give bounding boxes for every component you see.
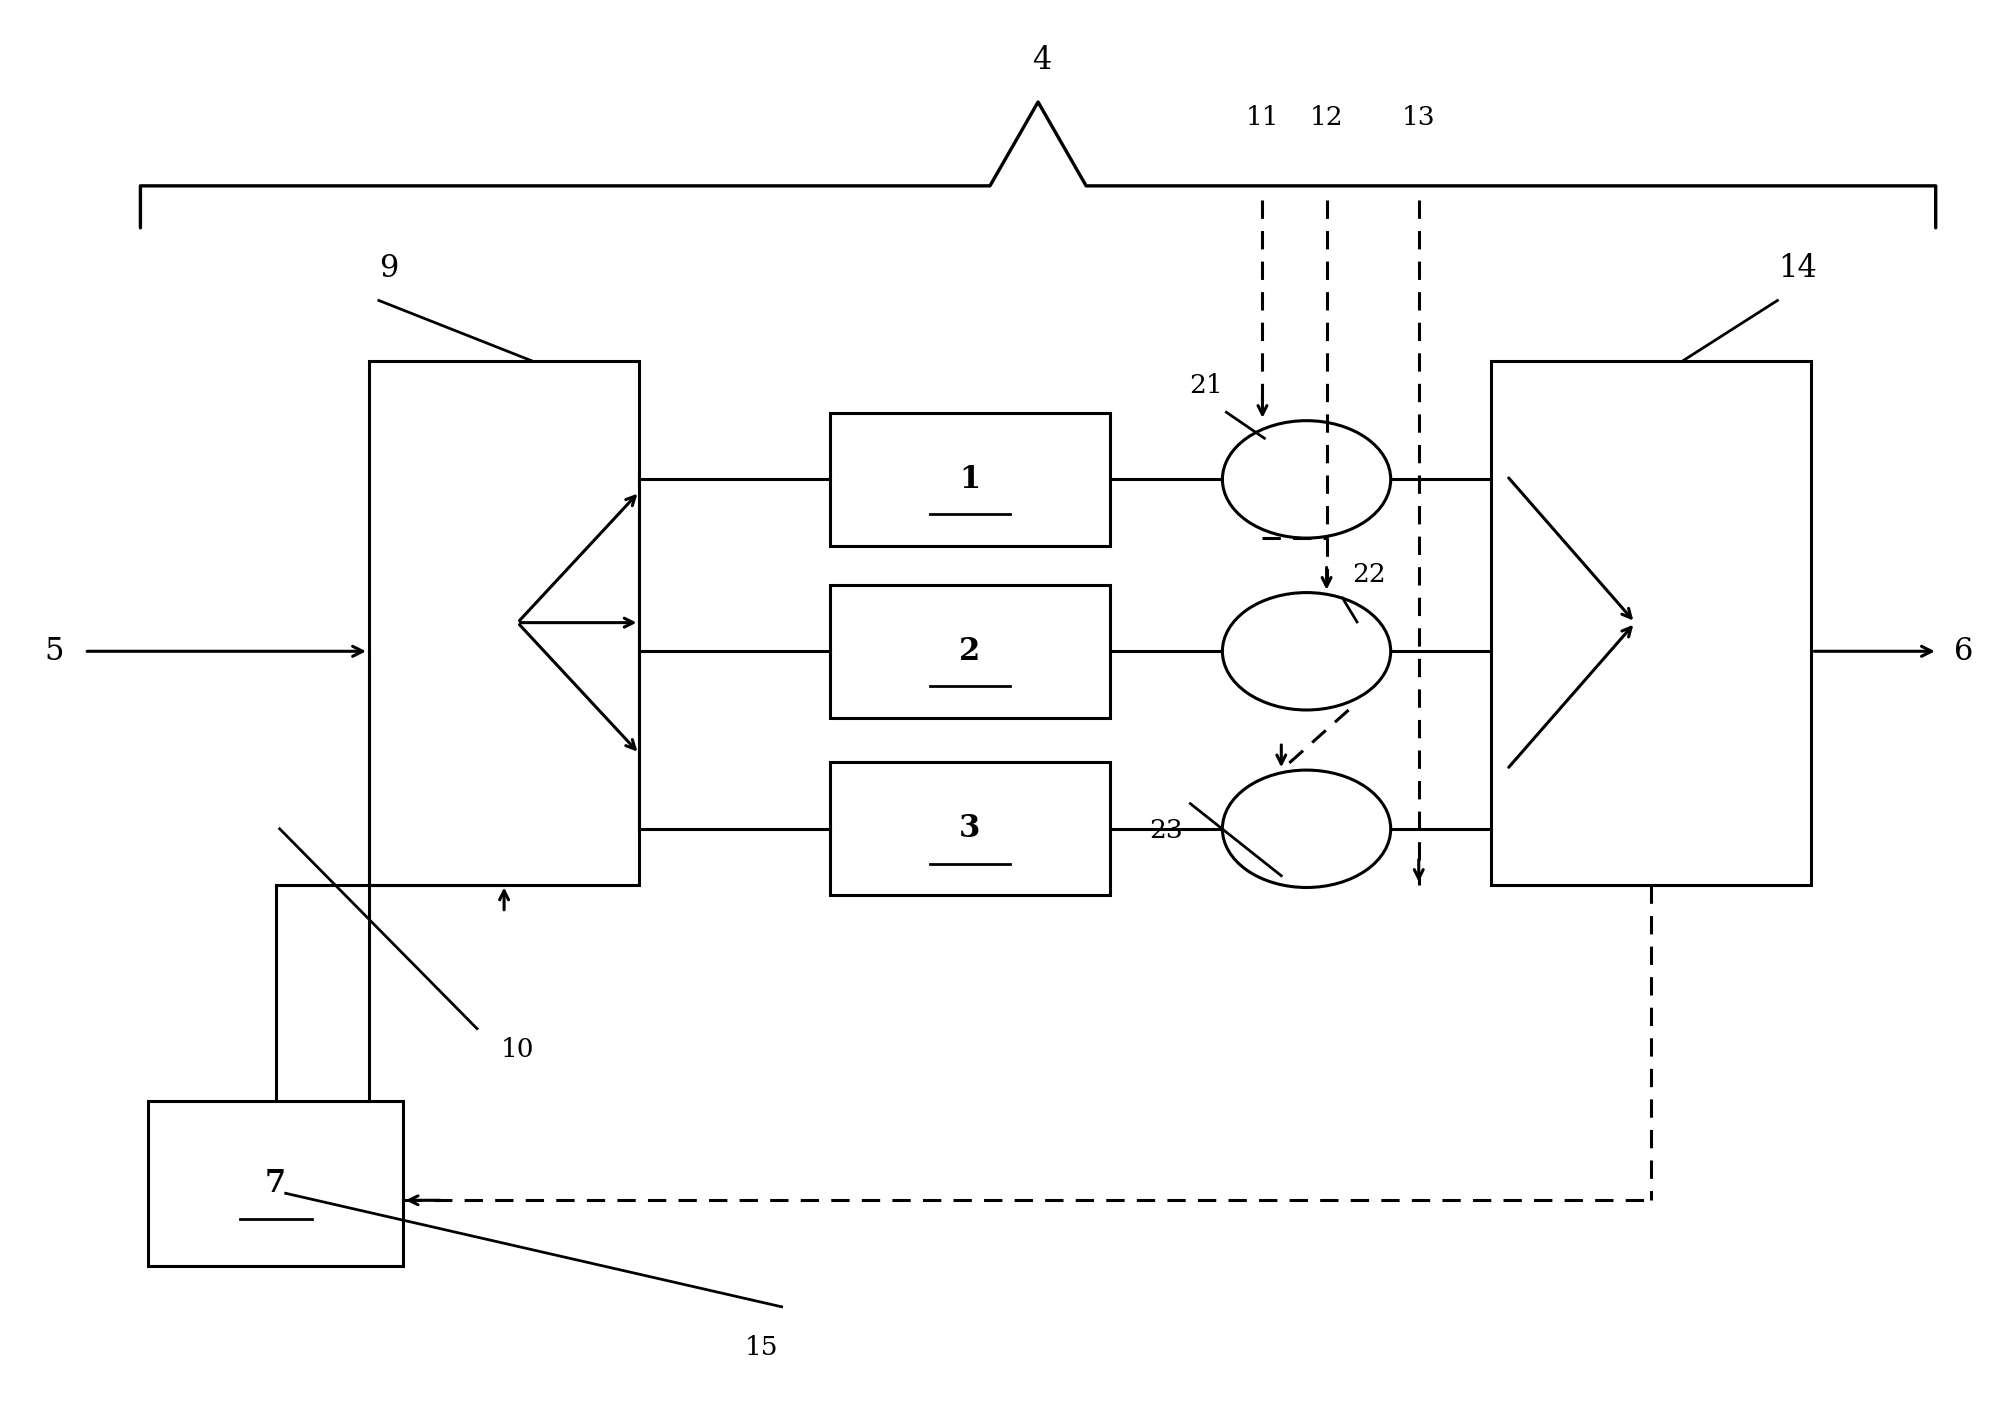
Bar	[368, 360, 640, 884]
Text: 9: 9	[378, 253, 398, 284]
Text: 6: 6	[1954, 636, 1974, 666]
Text: 10: 10	[501, 1038, 535, 1062]
Text: 7: 7	[266, 1168, 286, 1199]
Text: 15: 15	[744, 1334, 779, 1360]
Text: 3: 3	[960, 813, 980, 844]
Text: 21: 21	[1189, 374, 1223, 398]
Bar	[829, 762, 1111, 896]
Bar	[829, 585, 1111, 717]
Text: 2: 2	[960, 636, 980, 666]
Text: 23: 23	[1149, 818, 1183, 842]
Bar	[149, 1101, 402, 1267]
Text: 5: 5	[44, 636, 64, 666]
Text: 13: 13	[1402, 105, 1437, 129]
Text: 1: 1	[960, 464, 980, 495]
Bar	[829, 413, 1111, 546]
Bar	[1491, 360, 1811, 884]
Text: 11: 11	[1245, 105, 1280, 129]
Text: 22: 22	[1352, 562, 1386, 586]
Text: 14: 14	[1779, 253, 1817, 284]
Text: 12: 12	[1310, 105, 1344, 129]
Text: 4: 4	[1032, 45, 1052, 76]
